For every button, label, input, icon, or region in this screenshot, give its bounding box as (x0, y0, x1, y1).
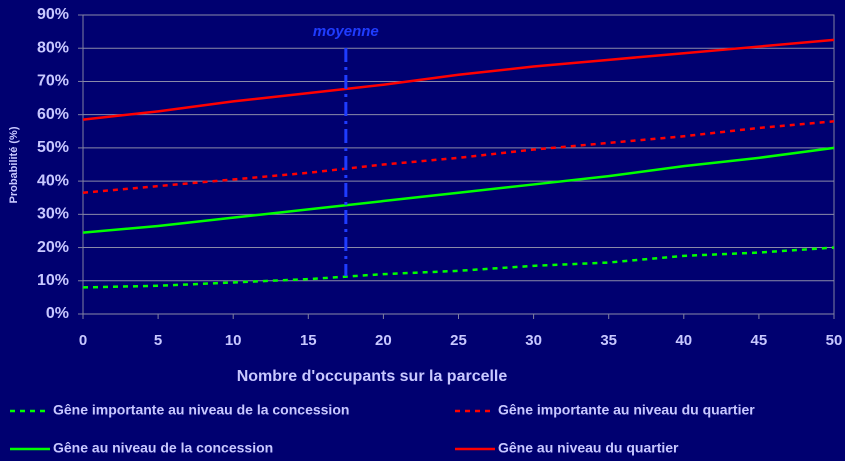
y-tick-label: 60% (37, 106, 69, 123)
legend-label: Gêne importante au niveau de la concessi… (53, 402, 349, 418)
x-axis-label: Nombre d'occupants sur la parcelle (237, 368, 508, 385)
y-axis-label: Probabilité (%) (8, 126, 20, 203)
x-tick-label: 40 (675, 332, 692, 349)
x-tick-label: 0 (79, 332, 87, 349)
y-tick-label: 80% (37, 39, 69, 56)
x-tick-label: 5 (154, 332, 162, 349)
x-tick-label: 20 (375, 332, 392, 349)
y-tick-label: 30% (37, 206, 69, 223)
x-tick-label: 50 (826, 332, 843, 349)
y-tick-label: 20% (37, 239, 69, 256)
annotation: moyenne (313, 23, 379, 40)
series-line (82, 146, 835, 234)
x-tick-label: 45 (751, 332, 768, 349)
x-tick-label: 15 (300, 332, 317, 349)
y-tick-label: 40% (37, 172, 69, 189)
x-tick-label: 25 (450, 332, 467, 349)
series-line (82, 38, 835, 121)
legend-label: Gêne importante au niveau du quartier (498, 402, 755, 418)
x-tick-label: 30 (525, 332, 542, 349)
y-tick-label: 70% (37, 73, 69, 90)
legend-label: Gêne au niveau de la concession (53, 440, 273, 456)
y-tick-label: 10% (37, 272, 69, 289)
y-tick-label: 50% (37, 139, 69, 156)
x-tick-label: 10 (225, 332, 242, 349)
y-tick-label: 0% (46, 305, 69, 322)
legend-label: Gêne au niveau du quartier (498, 440, 679, 456)
y-tick-label: 90% (37, 6, 69, 23)
x-tick-label: 35 (600, 332, 617, 349)
